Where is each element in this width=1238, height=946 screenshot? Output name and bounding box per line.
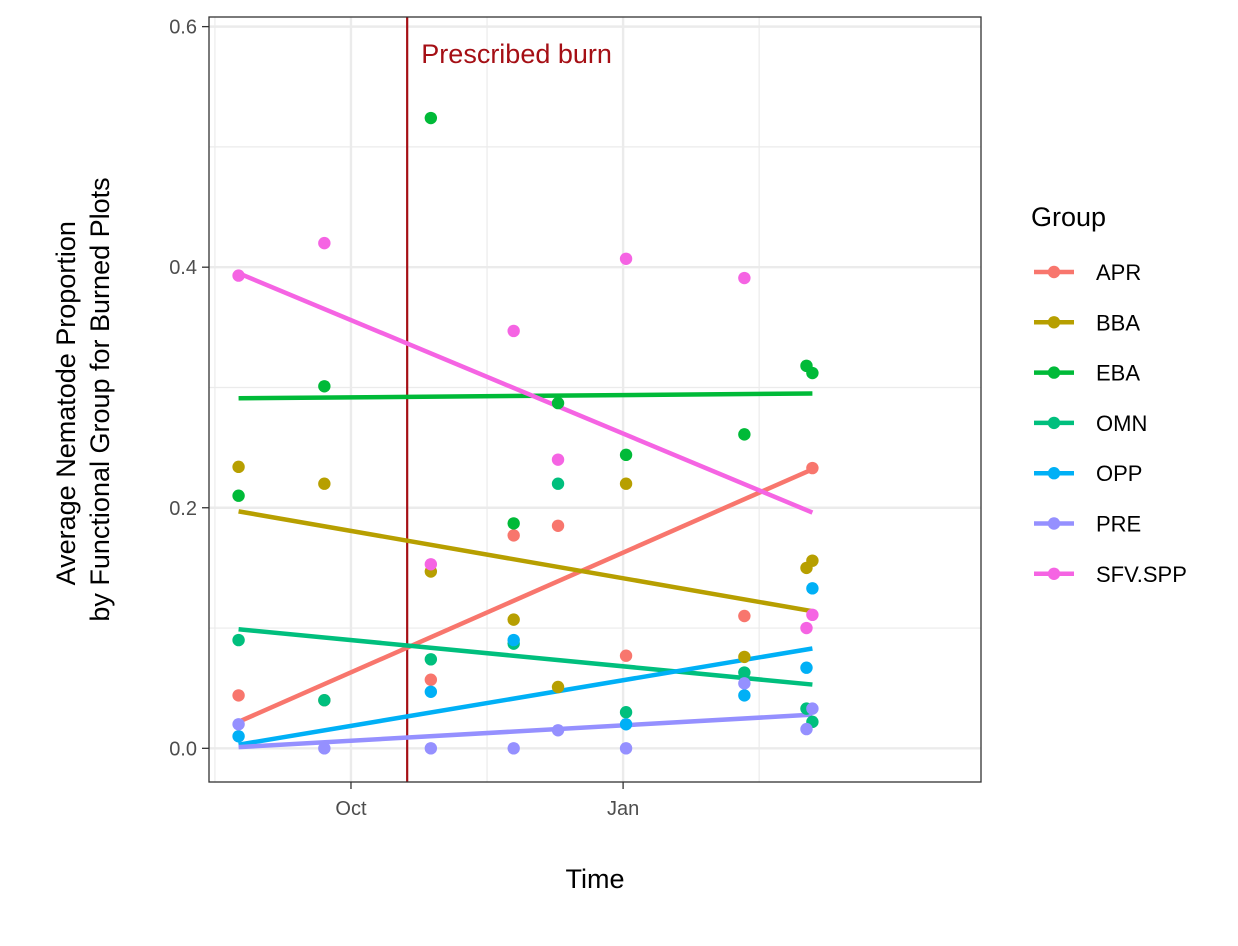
trend-line-pre [238,712,813,750]
point-opp [806,582,819,595]
legend-key-point-apr [1047,265,1061,279]
legend-label-sfv-spp: SFV.SPP [1096,562,1187,587]
point-opp [424,685,438,698]
point-omn [738,666,751,679]
point-opp [507,633,520,647]
point-pre [800,722,813,736]
legend-key-point-sfv-spp [1047,567,1061,580]
x-tick-label: Jan [607,798,639,820]
y-axis-title-line-1: Average Nematode Proportion [51,221,81,585]
point-sfv-spp [806,608,819,622]
point-sfv-spp [619,252,633,265]
y-tick-label: 0.2 [169,498,197,520]
point-pre [232,718,245,731]
point-sfv-spp [424,558,438,571]
point-eba [551,396,565,410]
plot-panel-border [208,16,982,783]
axes: 0.0 0.2 0.4 0.6 Oct Jan [169,17,639,820]
legend-key-point-eba [1047,366,1061,379]
point-sfv-spp [507,324,520,338]
point-sfv-spp [318,236,331,250]
point-bba [318,477,331,490]
point-eba [738,428,751,441]
point-opp [800,661,813,674]
legend-key-point-opp [1047,467,1061,480]
point-omn [318,694,331,707]
point-bba [619,477,633,490]
point-bba [806,554,819,567]
point-omn [232,633,245,647]
legend-label-omn: OMN [1096,411,1147,436]
point-apr [551,519,565,532]
legend-label-apr: APR [1096,260,1141,285]
data-points [232,111,819,755]
trend-lines [237,271,814,750]
point-opp [738,689,751,702]
legend-key-point-omn [1047,416,1061,430]
y-tick-label: 0.4 [169,257,197,279]
point-pre [424,742,438,755]
point-eba [318,380,331,393]
point-apr [738,609,751,623]
legend-label-eba: EBA [1096,361,1140,386]
point-bba [738,650,751,664]
point-apr [424,673,438,686]
legend-label-opp: OPP [1096,461,1142,486]
x-axis-title: Time [566,864,625,894]
point-eba [619,448,633,462]
point-pre [318,742,331,755]
trend-line-eba [238,391,813,401]
x-tick-label: Oct [335,798,367,820]
point-pre [551,724,565,737]
point-apr [232,689,245,702]
legend-label-bba: BBA [1096,310,1140,335]
point-apr [619,649,633,662]
legend-key-point-bba [1047,316,1061,329]
point-pre [738,677,751,690]
y-tick-label: 0.6 [169,17,197,39]
point-bba [507,613,520,626]
trend-line-omn [238,627,813,687]
point-eba [507,517,520,530]
legend-key-point-pre [1047,517,1061,530]
point-pre [507,742,520,755]
y-axis-title: Average Nematode Proportion by Functiona… [51,177,115,621]
trend-line-apr [237,467,814,724]
trend-line-bba [238,509,813,614]
point-apr [507,529,520,542]
y-axis-title-line-2: by Functional Group for Burned Plots [85,177,115,621]
point-sfv-spp [551,453,565,466]
point-sfv-spp [800,621,813,635]
trend-line-opp [238,646,813,747]
annotation-text: Prescribed burn [421,39,612,69]
y-tick-label: 0.0 [169,738,197,760]
point-bba [232,460,245,474]
point-eba [232,489,245,502]
legend-label-pre: PRE [1096,512,1141,537]
point-sfv-spp [738,271,751,285]
point-eba [424,111,438,125]
point-bba [551,680,565,694]
point-sfv-spp [232,269,245,282]
point-omn [619,706,633,719]
legend: Group APR BBA EBA OMN OPP PRE SFV.SPP [1031,202,1187,587]
point-omn [424,653,438,666]
point-apr [806,461,819,475]
point-opp [619,718,633,731]
point-pre [806,702,819,715]
point-pre [619,742,633,755]
point-eba [806,366,819,380]
trend-line-sfv-spp [237,271,814,515]
point-omn [551,477,565,490]
point-opp [232,730,245,743]
legend-title: Group [1031,202,1106,232]
